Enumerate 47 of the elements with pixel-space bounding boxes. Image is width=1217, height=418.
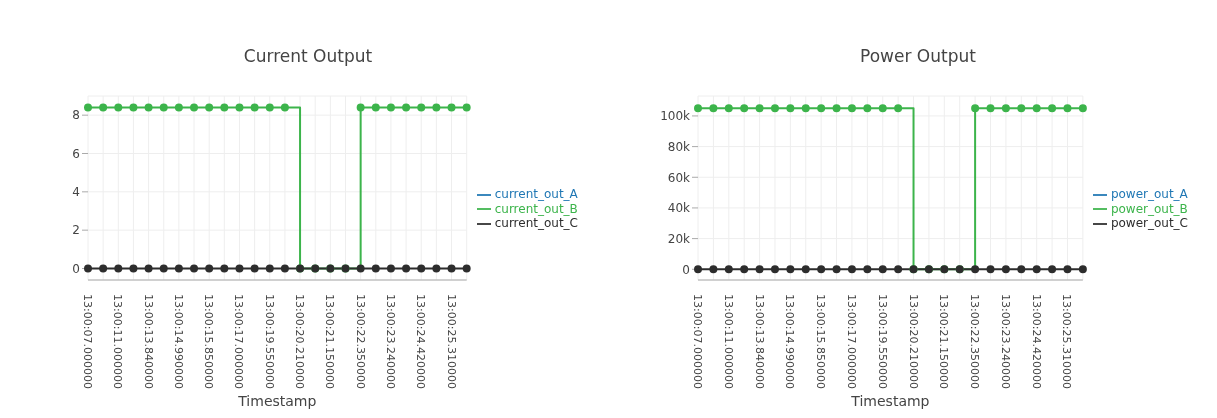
x-tick-label: 13:00:19.550000 xyxy=(262,294,276,389)
y-tick-label: 40k xyxy=(667,201,691,216)
x-tick-label: 13:00:07.000000 xyxy=(81,294,94,389)
x-tick-label: 13:00:22.350000 xyxy=(353,294,367,389)
x-tick-label: 13:00:19.550000 xyxy=(875,294,889,389)
x-tick-label: 13:00:23.240000 xyxy=(383,294,397,389)
x-tick-label: 13:00:23.240000 xyxy=(998,294,1012,389)
y-tick-label: 4 xyxy=(72,185,80,200)
x-tick-label: 13:00:15.850000 xyxy=(202,294,216,389)
x-axis-title: Timestamp xyxy=(850,393,930,409)
x-tick-label: 13:00:13.840000 xyxy=(752,294,766,389)
y-tick-label: 2 xyxy=(72,223,80,238)
legend-label: current_out_C xyxy=(494,216,578,231)
legend-label: power_out_A xyxy=(1110,187,1188,202)
y-tick-label: 0 xyxy=(72,261,80,276)
x-tick-label: 13:00:21.150000 xyxy=(323,294,337,389)
x-tick-label: 13:00:15.850000 xyxy=(814,294,828,389)
y-tick-label: 60k xyxy=(667,170,691,185)
y-tick-label: 0 xyxy=(682,262,690,277)
y-tick-label: 8 xyxy=(72,108,80,123)
y-tick-label: 80k xyxy=(667,139,691,154)
x-tick-label: 13:00:22.350000 xyxy=(968,294,982,389)
y-tick-label: 20k xyxy=(667,231,691,246)
legend-label: power_out_C xyxy=(1110,216,1188,231)
x-tick-label: 13:00:13.840000 xyxy=(141,294,155,389)
x-tick-label: 13:00:14.990000 xyxy=(171,294,185,389)
x-tick-label: 13:00:14.990000 xyxy=(783,294,797,389)
y-tick-label: 6 xyxy=(72,146,80,161)
chart-title: Power Output xyxy=(859,46,977,66)
x-tick-label: 13:00:20.210000 xyxy=(906,294,920,389)
y-tick-label: 100k xyxy=(660,109,691,124)
chart-title: Current Output xyxy=(242,46,374,66)
x-tick-label: 13:00:20.210000 xyxy=(293,294,307,389)
x-tick-label: 13:00:11.000000 xyxy=(111,294,125,389)
x-tick-label: 13:00:17.000000 xyxy=(844,294,858,389)
x-tick-label: 13:00:07.000000 xyxy=(691,294,704,389)
x-tick-label: 13:00:17.000000 xyxy=(232,294,246,389)
x-tick-label: 13:00:24.420000 xyxy=(1029,294,1043,389)
legend-label: current_out_B xyxy=(494,201,578,216)
x-tick-label: 13:00:25.310000 xyxy=(444,294,458,389)
x-axis-title: Timestamp xyxy=(237,393,317,409)
legend-label: current_out_A xyxy=(494,187,578,202)
x-tick-label: 13:00:11.000000 xyxy=(721,294,735,389)
legend-label: power_out_B xyxy=(1110,201,1188,216)
x-tick-label: 13:00:24.420000 xyxy=(414,294,428,389)
x-tick-label: 13:00:21.150000 xyxy=(937,294,951,389)
x-tick-label: 13:00:25.310000 xyxy=(1060,294,1074,389)
